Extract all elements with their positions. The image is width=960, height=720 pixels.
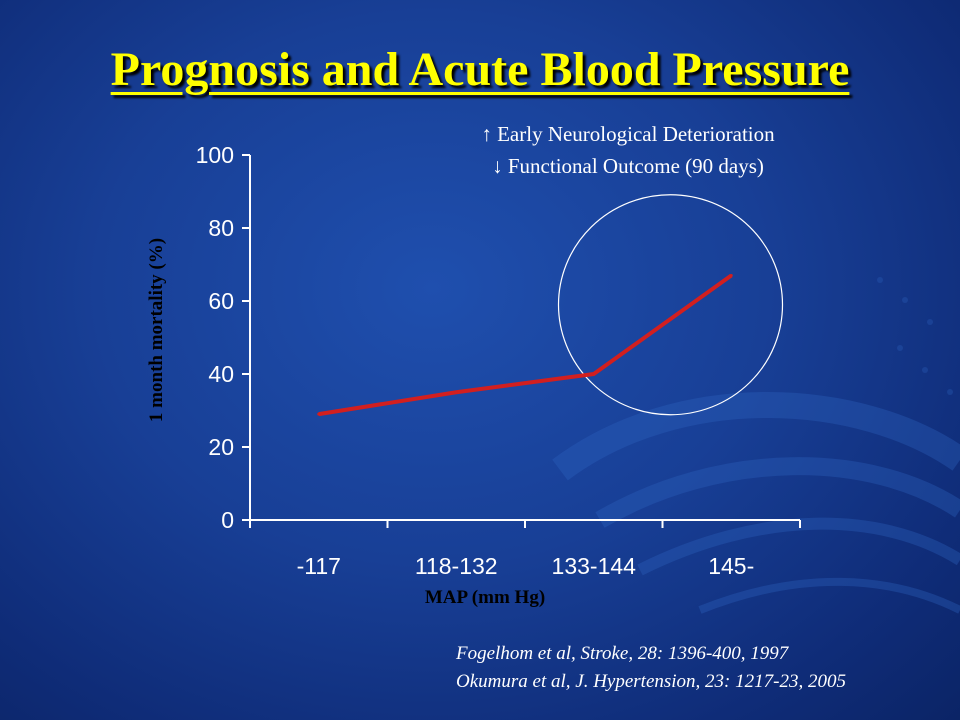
x-tick-label: 145-	[708, 553, 754, 579]
y-tick-label: 40	[208, 361, 234, 387]
x-axis-title: MAP (mm Hg)	[425, 587, 545, 608]
y-tick-label: 0	[221, 507, 234, 533]
y-axis-title: 1 month mortality (%)	[146, 238, 167, 422]
y-tick-label: 80	[208, 215, 234, 241]
annotation-early-deterioration: ↑ Early Neurological Deterioration	[481, 122, 775, 146]
x-tick-label: 133-144	[552, 553, 637, 579]
data-point	[317, 412, 321, 416]
data-point	[729, 273, 733, 277]
slide-title: Prognosis and Acute Blood Pressure	[110, 43, 850, 96]
data-point	[454, 390, 458, 394]
x-tick-label: -117	[297, 553, 341, 579]
y-tick-label: 100	[196, 142, 234, 168]
reference-1: Fogelhom et al, Stroke, 28: 1396-400, 19…	[456, 643, 789, 664]
x-tick-label: 118-132	[415, 553, 498, 579]
highlight-circle	[557, 194, 784, 416]
series-line	[318, 273, 733, 417]
reference-2: Okumura et al, J. Hypertension, 23: 1217…	[456, 671, 846, 692]
y-tick-label: 60	[208, 288, 234, 314]
data-point	[592, 372, 596, 376]
annotation-functional-outcome: ↓ Functional Outcome (90 days)	[492, 154, 764, 178]
references: Fogelhom et al, Stroke, 28: 1396-400, 19…	[456, 640, 846, 696]
y-tick-label: 20	[208, 434, 234, 460]
